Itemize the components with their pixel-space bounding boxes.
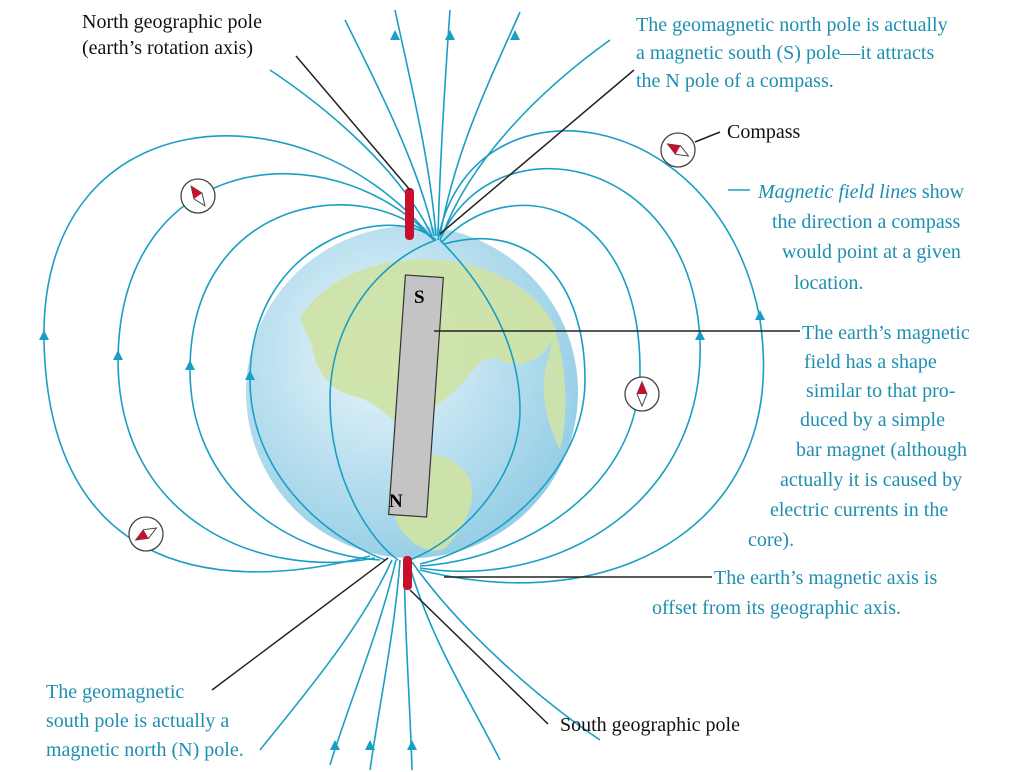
arrow-icon — [445, 30, 455, 40]
field-line — [269, 69, 433, 237]
field-line — [441, 39, 611, 237]
field-line — [369, 559, 401, 771]
field-arrows — [39, 30, 765, 750]
geomagnetic-south-note: The geomagnetic south pole is actually a… — [46, 681, 244, 761]
field-line — [259, 559, 393, 751]
compass-icon — [624, 376, 660, 412]
compass-icon — [180, 178, 216, 214]
leader-lines — [211, 55, 800, 725]
field-line — [344, 19, 435, 237]
south-geographic-pole-marker — [403, 556, 412, 590]
field-lines — [43, 9, 765, 771]
field-lines-note: Magnetic field lines show the direction … — [757, 181, 969, 294]
arrow-icon — [510, 30, 520, 40]
bar-magnet — [388, 274, 444, 518]
magnet-n-label: N — [389, 491, 403, 512]
field-line — [407, 559, 501, 761]
field-line — [189, 204, 435, 561]
north-geographic-pole-marker — [405, 188, 414, 240]
earth-field-note: The earth’s magnetic field has a shape s… — [748, 322, 975, 551]
geomagnetic-north-note: The geomagnetic north pole is actually a… — [636, 14, 953, 92]
arrow-icon — [185, 360, 195, 370]
compass-label: Compass — [727, 121, 801, 143]
magnet-s-label: S — [414, 287, 425, 308]
field-line — [439, 11, 521, 237]
field-line — [329, 559, 397, 766]
arrow-icon — [365, 740, 375, 750]
south-geographic-pole-label: South geographic pole — [560, 714, 740, 736]
field-line — [409, 239, 521, 561]
arrow-icon — [39, 330, 49, 340]
field-line — [411, 561, 601, 741]
field-line — [419, 204, 641, 567]
field-line — [394, 9, 437, 237]
arrow-icon — [407, 740, 417, 750]
field-line — [249, 224, 437, 561]
field-line — [43, 135, 431, 573]
field-line — [437, 9, 451, 237]
arrow-icon — [330, 740, 340, 750]
magnetic-axis-note: The earth’s magnetic axis is offset from… — [652, 567, 942, 619]
compass-icon — [128, 516, 164, 552]
compass-icon — [660, 132, 696, 168]
arrow-icon — [755, 310, 765, 320]
arrow-icon — [695, 330, 705, 340]
field-line — [117, 172, 433, 564]
field-line — [419, 238, 586, 565]
north-geographic-pole-label: North geographic pole (earth’s rotation … — [82, 11, 267, 59]
arrow-icon — [390, 30, 400, 40]
field-line — [329, 239, 437, 561]
arrow-icon — [113, 350, 123, 360]
landmass-europe-africa — [543, 330, 566, 450]
arrow-icon — [245, 370, 255, 380]
